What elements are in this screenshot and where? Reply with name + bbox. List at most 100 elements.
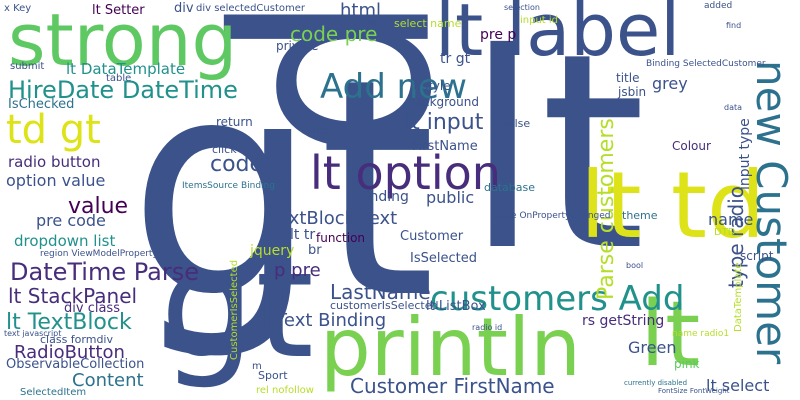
word-lt-td: lt td (580, 152, 766, 259)
word-select-name: select name (394, 17, 462, 30)
word-jquery: jquery (250, 243, 295, 259)
word-dtd: DTD (714, 227, 736, 238)
word-radio-id: radio id (472, 323, 503, 332)
word-strong: strong (8, 0, 238, 82)
word-observablecollection: ObservableCollection (6, 357, 145, 372)
word-lt-textblock: lt TextBlock (6, 310, 132, 335)
word-pre-code: pre code (36, 211, 106, 230)
word-lt-green: lt (640, 282, 701, 387)
word-div-selectedcustomer: div selectedCustomer (196, 3, 306, 14)
word-customerisselected: CustomerIsSelected (229, 259, 240, 360)
word-href: href (308, 123, 332, 137)
word-background: background (408, 95, 479, 109)
word-gt-bottom: gt (160, 218, 315, 392)
word-input-id: input id (520, 15, 559, 26)
word-data: data (724, 103, 743, 112)
word-added: added (704, 1, 733, 11)
word-green: Green (628, 338, 677, 357)
word-lt-datatemplate: lt DataTemplate (66, 60, 186, 78)
word-want: want (362, 15, 390, 28)
word-title: title (616, 71, 640, 85)
word-selecteditem: SelectedItem (20, 387, 87, 398)
word-find: find (726, 21, 742, 30)
word-text-javascript: text javascript (4, 329, 62, 338)
word-return: return (216, 115, 253, 129)
word-private: private (276, 39, 319, 53)
word-name-radio1: name radio1 (672, 329, 730, 339)
word-new-customer: new Customer (747, 60, 796, 365)
word-set: set (286, 15, 303, 28)
word-sport: Sport (258, 369, 288, 382)
word-database: database (484, 181, 535, 194)
word-p-pre: p pre (274, 260, 321, 281)
word-binding: Binding (356, 189, 409, 205)
word-itemssource-binding: ItemsSource Binding (182, 181, 275, 191)
word-lt-large: lt (465, 0, 646, 310)
word-isselected: IsSelected (410, 251, 477, 266)
word-rel-nofollow: rel nofollow (256, 385, 314, 396)
word-tr-gt: tr gt (440, 51, 471, 67)
word-content: Content (72, 370, 144, 391)
word-td-gt: td gt (6, 107, 101, 153)
word-function: function (316, 231, 366, 245)
word-radio-button: radio button (8, 153, 101, 171)
word-lt-setter: lt Setter (92, 3, 145, 18)
word-datetime-parse: DateTime Parse (10, 258, 199, 286)
word-option-value: option value (6, 171, 106, 190)
word-ischecked: IsChecked (8, 97, 75, 112)
word-selection: selection (504, 3, 540, 12)
word-table: table (106, 73, 132, 84)
word-lt-input: lt input (405, 110, 484, 135)
word-code: code (210, 152, 264, 177)
word-jsbin: jsbin (618, 85, 647, 99)
word-public: public (426, 188, 475, 207)
word-html: html (340, 0, 382, 21)
word-lastname: LastName (330, 280, 431, 304)
word-pink: pink (674, 357, 700, 371)
word-lt-style: lt style (410, 79, 451, 93)
word-grey: grey (652, 74, 688, 93)
word-bool: bool (626, 261, 644, 270)
word-radiobutton: RadioButton (14, 342, 125, 363)
word-m: m (252, 361, 262, 372)
word-textblock-text: TextBlock Text (270, 208, 398, 229)
word-value: value (68, 194, 129, 219)
word-colour: Colour (672, 139, 711, 153)
word-region-viewmodelproperty: region ViewModelProperty (40, 249, 158, 259)
word-false: false (504, 117, 531, 130)
word-hiredate-datetime: HireDate DateTime (8, 76, 238, 104)
word-customer-firstname: Customer FirstName (350, 374, 555, 398)
word-click: click (212, 143, 237, 156)
word-println: println (320, 301, 581, 394)
word-currently-disabled: currently disabled (624, 379, 688, 387)
word-name: name (708, 210, 754, 229)
word-submit: submit (10, 61, 45, 72)
word-add-new: Add new (320, 67, 467, 107)
word-class-formdiv: class formdiv (40, 333, 113, 346)
word-div-class: div class (64, 301, 120, 316)
word-text-binding: Text Binding (276, 310, 387, 331)
word-datatemplate: DataTemplate (733, 262, 744, 332)
word-customerisselected-lower: customerIsSelected (330, 299, 439, 312)
word-value-onpropertychanged: value OnPropertyChanged (492, 211, 611, 221)
word-lt-label: lt label (435, 0, 681, 72)
word-binding-selectedcustomer: Binding SelectedCustomer (646, 59, 766, 69)
word-lt-select: lt select (706, 376, 770, 395)
word-lt-option: lt option (310, 146, 501, 200)
word-input-type: input type (737, 118, 753, 190)
word-div: div (174, 1, 194, 16)
word-customers-add: customers Add (430, 279, 685, 319)
word-firstname: FirstName (412, 139, 478, 154)
word-lt-stackpanel: lt StackPanel (8, 284, 138, 308)
word-x-key: x Key (4, 3, 32, 14)
word-script: script (740, 249, 774, 263)
word-parse-customers: Parse customers (594, 118, 619, 300)
word-code-pre: code pre (290, 22, 378, 46)
word-pre-p: pre p (480, 27, 517, 43)
word-lt-tr: lt tr (290, 227, 316, 243)
word-gt-large: gt (128, 15, 437, 364)
word-lt-listbox: lt ListBox (426, 299, 486, 314)
word-br: br (308, 243, 322, 258)
word-customer: Customer (400, 229, 464, 244)
